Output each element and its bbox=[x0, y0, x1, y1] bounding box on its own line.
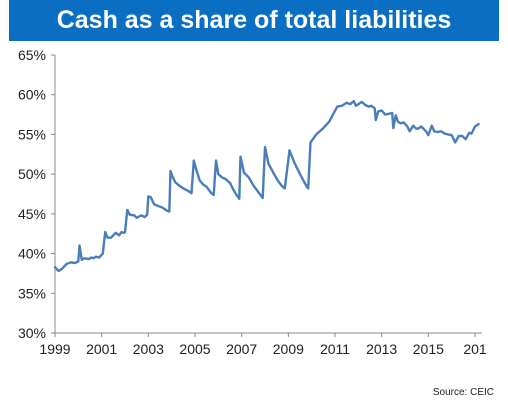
x-tick-label: 1999 bbox=[39, 341, 70, 357]
x-tick-label: 2015 bbox=[413, 341, 444, 357]
y-tick-label: 45% bbox=[18, 206, 46, 222]
x-tick-label: 201 bbox=[463, 341, 487, 357]
y-tick-label: 55% bbox=[18, 126, 46, 142]
series-line bbox=[53, 99, 480, 273]
y-tick-label: 35% bbox=[18, 285, 46, 301]
x-tick-label: 2009 bbox=[273, 341, 304, 357]
x-tick-label: 2007 bbox=[226, 341, 257, 357]
y-tick-label: 60% bbox=[18, 87, 46, 103]
y-tick-label: 65% bbox=[18, 47, 46, 63]
y-tick-label: 40% bbox=[18, 246, 46, 262]
chart-title: Cash as a share of total liabilities bbox=[56, 6, 452, 34]
source-note: Source: CEIC bbox=[432, 387, 494, 398]
y-tick-label: 30% bbox=[18, 325, 46, 341]
title-bar: Cash as a share of total liabilities bbox=[9, 0, 499, 41]
x-tick-label: 2013 bbox=[366, 341, 397, 357]
x-tick-label: 2001 bbox=[86, 341, 117, 357]
x-tick-label: 2011 bbox=[320, 341, 350, 357]
x-tick-label: 2005 bbox=[179, 341, 210, 357]
y-tick-label: 50% bbox=[18, 166, 46, 182]
x-tick-label: 2003 bbox=[133, 341, 164, 357]
